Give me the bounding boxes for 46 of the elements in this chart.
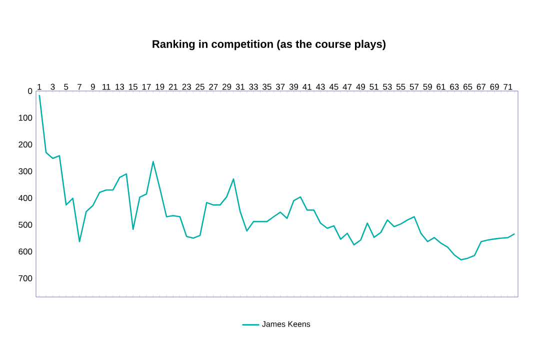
x-tick-label: 9 — [90, 84, 95, 90]
x-tick-label: 41 — [302, 84, 312, 90]
y-tick-label: 300 — [18, 168, 32, 174]
x-tick-label: 19 — [156, 84, 164, 90]
x-tick-label: 53 — [383, 84, 392, 90]
x-tick-label: 63 — [450, 84, 459, 90]
x-tick-label: 33 — [249, 84, 258, 90]
x-tick-label: 61 — [436, 84, 446, 90]
x-tick-label: 3 — [50, 84, 55, 90]
x-tick-label: 59 — [423, 84, 432, 90]
y-tick-label: 500 — [18, 222, 32, 228]
y-tick-label: 100 — [18, 114, 32, 121]
x-tick-label: 57 — [410, 84, 419, 90]
x-tick-label: 15 — [128, 84, 138, 90]
x-tick-label: 31 — [236, 84, 244, 90]
x-tick-label: 11 — [102, 84, 110, 90]
chart-title: Ranking in competition (as the course plays) — [152, 40, 386, 50]
x-tick-label: 35 — [262, 84, 272, 90]
x-tick-label: 1 — [38, 84, 42, 90]
x-tick-label: 17 — [142, 84, 151, 90]
x-tick-label: 39 — [289, 84, 298, 90]
x-tick-label: 45 — [329, 84, 338, 90]
legend-label: James Keens — [262, 321, 310, 327]
x-tick-label: 7 — [78, 84, 82, 90]
y-tick-label: 600 — [18, 248, 32, 255]
x-tick-label: 67 — [476, 84, 486, 90]
x-tick-label: 43 — [316, 84, 325, 90]
x-tick-label: 13 — [116, 84, 124, 90]
x-tick-label: 71 — [504, 84, 512, 90]
x-tick-label: 51 — [370, 84, 378, 90]
x-tick-label: 55 — [396, 84, 406, 90]
x-tick-label: 37 — [276, 84, 285, 90]
x-tick-label: 69 — [490, 84, 499, 90]
y-tick-label: 200 — [18, 142, 32, 148]
x-tick-label: 65 — [463, 84, 472, 90]
x-tick-label: 47 — [342, 84, 352, 90]
y-tick-label: 700 — [18, 275, 32, 282]
x-tick-label: 27 — [209, 84, 218, 90]
x-tick-label: 49 — [356, 84, 365, 90]
y-tick-label: 400 — [18, 195, 32, 202]
x-tick-label: 5 — [64, 84, 68, 90]
x-tick-label: 29 — [222, 84, 232, 90]
x-tick-label: 21 — [168, 84, 178, 90]
x-tick-label: 25 — [196, 84, 204, 90]
y-tick-label: 0 — [28, 88, 32, 94]
x-tick-label: 23 — [182, 84, 191, 90]
